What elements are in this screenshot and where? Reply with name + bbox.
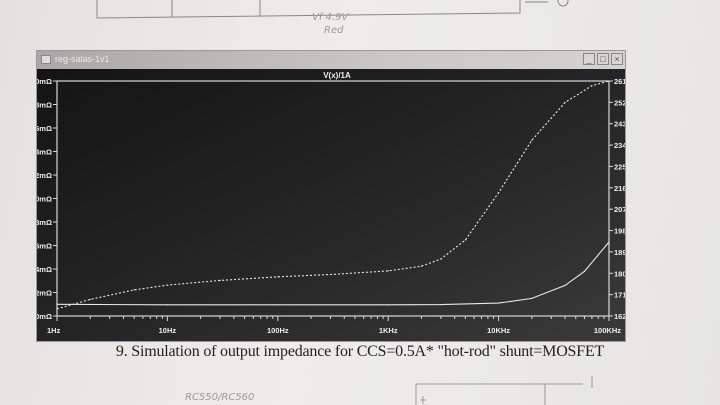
right-axis-tick-label: 180° xyxy=(614,269,625,278)
right-axis-tick-label: 252° xyxy=(614,98,625,107)
phase-point xyxy=(440,258,442,260)
magnitude-point xyxy=(608,241,610,243)
handwritten-note: Vf 4.9V xyxy=(312,12,349,23)
phase-point xyxy=(219,279,221,281)
right-axis-tick-label: 162° xyxy=(614,312,625,321)
phase-point xyxy=(56,308,58,310)
phase-trace xyxy=(56,80,610,310)
right-axis-tick-label: 261° xyxy=(614,77,625,86)
right-axis-tick-label: 198° xyxy=(614,227,625,236)
right-axis-tick-label: 225° xyxy=(614,162,625,171)
phase-point xyxy=(564,101,566,103)
phase-point xyxy=(387,270,389,272)
x-axis-tick-label: 1Hz xyxy=(47,326,61,335)
phase-point xyxy=(420,265,423,267)
magnitude-point xyxy=(387,304,389,306)
phase-point xyxy=(591,85,593,87)
right-axis-tick-label: 216° xyxy=(614,184,625,193)
phase-point xyxy=(133,289,135,291)
phase-point xyxy=(464,239,466,241)
plot-background xyxy=(37,69,625,341)
left-axis-tick-label: 16mΩ xyxy=(37,124,52,133)
magnitude-trace xyxy=(56,241,610,306)
magnitude-point xyxy=(564,284,566,287)
left-axis-tick-label: 2mΩ xyxy=(37,289,52,298)
x-axis-tick-label: 10KHz xyxy=(487,326,510,335)
magnitude-point xyxy=(531,297,533,299)
left-axis-tick-label: 4mΩ xyxy=(37,265,52,274)
trace-label: V(x)/1A xyxy=(323,71,351,80)
left-axis-tick-label: 12mΩ xyxy=(37,171,52,180)
close-button[interactable]: × xyxy=(611,53,623,65)
left-axis-tick-label: 0mΩ xyxy=(37,312,52,321)
x-axis-tick-label: 100Hz xyxy=(267,326,289,335)
phase-point xyxy=(166,284,168,286)
maximize-button[interactable]: □ xyxy=(597,53,609,65)
phase-point xyxy=(531,139,533,141)
left-axis-tick-label: 20mΩ xyxy=(37,77,52,86)
phase-point xyxy=(277,276,279,278)
x-axis-tick-label: 100KHz xyxy=(594,326,621,335)
right-axis-tick-label: 243° xyxy=(614,120,625,129)
x-axis-tick-label: 1KHz xyxy=(379,326,398,335)
title-bar[interactable]: reg-salas-1v1 _ □ × xyxy=(37,51,625,69)
magnitude-point xyxy=(440,304,442,306)
left-axis-tick-label: 6mΩ xyxy=(37,242,52,251)
left-axis-tick-label: 10mΩ xyxy=(37,195,52,204)
figure-caption: 9. Simulation of output impedance for CC… xyxy=(115,343,605,360)
minimize-button[interactable]: _ xyxy=(583,53,595,65)
magnitude-point xyxy=(56,303,58,305)
plot-window: reg-salas-1v1 _ □ × V(x)/1A 0mΩ 2mΩ 4mΩ 6mΩ… xyxy=(31,50,630,342)
handwritten-note: RC550/RC560 xyxy=(185,392,255,403)
phase-point xyxy=(89,298,91,300)
right-axis-tick-label: 207° xyxy=(614,205,625,214)
magnitude-point xyxy=(277,304,279,306)
right-axis-tick-label: 171° xyxy=(614,291,625,300)
phase-point xyxy=(498,191,500,194)
phase-point xyxy=(608,80,610,82)
window-title: reg-salas-1v1 xyxy=(55,54,110,64)
left-axis-tick-label: 14mΩ xyxy=(37,148,52,157)
right-axis-tick-label: 234° xyxy=(614,141,625,150)
magnitude-point xyxy=(583,270,586,272)
phase-point xyxy=(329,273,332,276)
right-axis-tick-label: 189° xyxy=(614,248,625,257)
impedance-chart: V(x)/1A 0mΩ 2mΩ 4mΩ 6mΩ 8mΩ 10mΩ 12mΩ 14mΩ 16mΩ 1… xyxy=(31,69,630,341)
x-axis-tick-label: 10Hz xyxy=(159,326,177,335)
handwritten-note: Red xyxy=(324,25,344,36)
app-icon xyxy=(41,55,51,64)
left-axis-tick-label: 8mΩ xyxy=(37,218,52,227)
left-axis-tick-label: 18mΩ xyxy=(37,101,52,110)
magnitude-point xyxy=(166,304,168,306)
magnitude-point xyxy=(498,302,500,304)
